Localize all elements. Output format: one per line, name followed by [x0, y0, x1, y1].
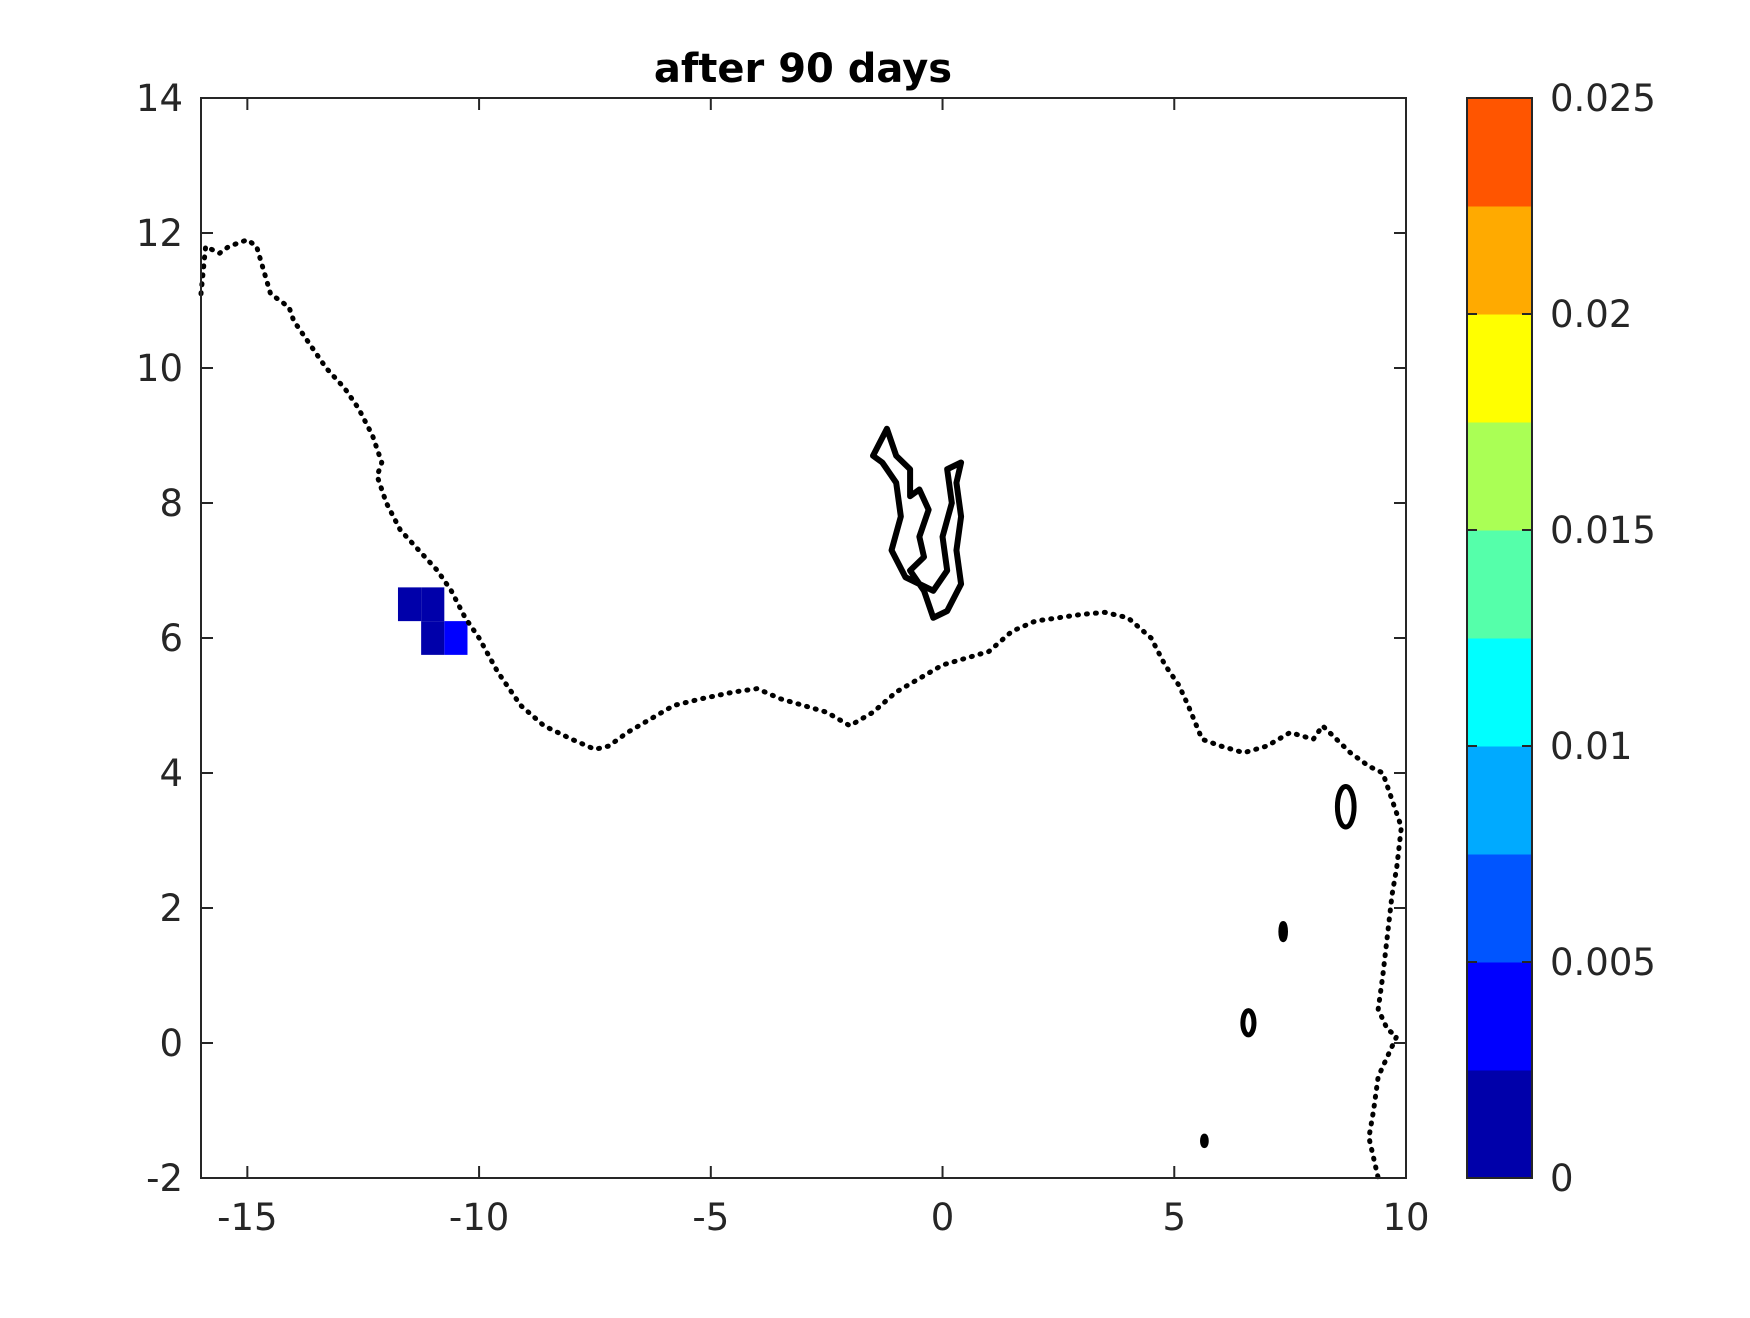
colorbar-segment [1467, 530, 1532, 639]
colorbar-segment [1467, 962, 1532, 1071]
y-tick-label: 12 [136, 212, 183, 255]
colorbar-segment [1467, 206, 1532, 315]
island-outline [1240, 1008, 1257, 1038]
colorbar-frame [1466, 97, 1533, 1179]
y-tick-label: 2 [159, 887, 183, 930]
coastline [198, 237, 1404, 1181]
y-tick-label: 4 [159, 752, 183, 795]
colorbar-segment [1467, 98, 1532, 207]
colorbar-tick-label: 0.025 [1550, 77, 1656, 120]
colorbar: 0 0.005 0.01 0.015 0.02 0.025 [1466, 77, 1656, 1200]
coastline-layer [198, 237, 1404, 1181]
colorbar-segment [1467, 854, 1532, 963]
y-tick-label: -2 [146, 1157, 183, 1200]
x-tick-label: -15 [217, 1196, 277, 1239]
colorbar-tick-label: 0.01 [1550, 725, 1632, 768]
x-tick-label: -10 [449, 1196, 509, 1239]
x-tick-label: 5 [1162, 1196, 1186, 1239]
colorbar-tick-label: 0.02 [1550, 293, 1632, 336]
x-axis-tick-labels: -15 -10 -5 0 5 10 [217, 1196, 1429, 1239]
heatmap-cell [397, 587, 422, 622]
x-tick-label: 10 [1382, 1196, 1429, 1239]
island-outline [1278, 921, 1289, 943]
heatmap-cell [444, 621, 468, 655]
colorbar-tick-label: 0.015 [1550, 509, 1656, 552]
chart-title: after 90 days [654, 46, 952, 92]
plot-area [201, 98, 1406, 1178]
y-tick-label: 0 [159, 1022, 183, 1065]
y-tick-label: 10 [136, 347, 183, 390]
x-tick-label: -5 [692, 1196, 729, 1239]
colorbar-tick-label: 0 [1550, 1157, 1574, 1200]
y-axis-tick-labels: -2 0 2 4 6 8 10 12 14 [136, 77, 183, 1200]
island-outline [1200, 1133, 1209, 1149]
axis-ticks [201, 97, 1407, 1179]
lake-outline [870, 425, 965, 621]
x-tick-label: 0 [931, 1196, 955, 1239]
lake-outline-layer [870, 425, 965, 621]
colorbar-segment [1467, 422, 1532, 531]
y-tick-label: 8 [159, 482, 183, 525]
island-outline [1334, 784, 1357, 830]
colorbar-segment [1467, 1070, 1532, 1179]
heatmap-cell [421, 587, 445, 622]
colorbar-tick-label: 0.005 [1550, 941, 1656, 984]
heatmap-cells [397, 587, 468, 655]
islands-layer [1200, 784, 1357, 1149]
colorbar-segment [1467, 314, 1532, 423]
y-tick-label: 6 [159, 617, 183, 660]
heatmap-cell [421, 621, 445, 655]
colorbar-segment [1467, 746, 1532, 855]
y-tick-label: 14 [136, 77, 183, 120]
colorbar-segment [1467, 638, 1532, 747]
